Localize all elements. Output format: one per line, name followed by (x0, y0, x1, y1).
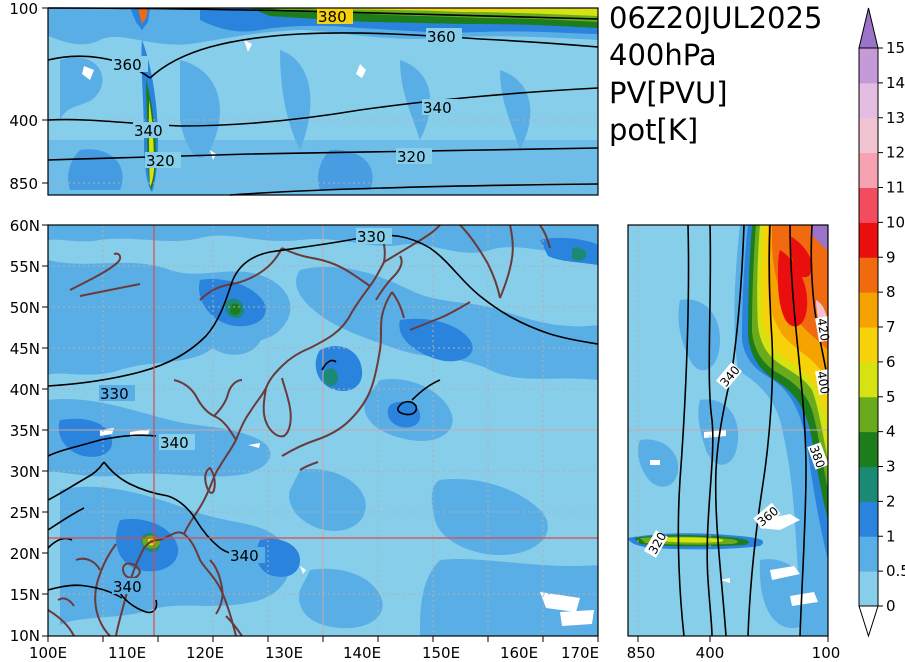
title-theta: pot[K] (609, 113, 699, 147)
lat-tick-label: 35N (10, 422, 40, 440)
lon-tick-label: 120E (186, 644, 224, 662)
colorbar-bin (859, 466, 878, 502)
colorbar-bin (859, 536, 878, 572)
contour-label: 360 (427, 28, 456, 46)
lat-tick-label: 10N (10, 627, 40, 645)
colorbar-bin (859, 501, 878, 537)
lon-tick-label: 170E (561, 644, 599, 662)
map-panel: 330 330 340 340 340 (10, 217, 599, 662)
lat-tick-label: 50N (10, 299, 40, 317)
contour-label: 380 (318, 8, 347, 26)
pressure-tick-label: 400 (696, 644, 725, 662)
lat-tick-label: 15N (10, 586, 40, 604)
colorbar-tick-label: 7 (886, 318, 896, 336)
lon-tick-label: 110E (108, 644, 146, 662)
colorbar-bin (859, 187, 878, 223)
contour-label: 320 (146, 152, 175, 170)
colorbar-tick-label: 0.5 (886, 562, 905, 580)
contour-label: 340 (113, 578, 142, 596)
colorbar-tick-label: 12 (886, 144, 905, 162)
y-tick-label: 100 (9, 0, 38, 18)
colorbar-bin (859, 222, 878, 258)
contour-label: 320 (397, 148, 426, 166)
contour-label: 340 (423, 99, 452, 117)
contour-label: 340 (134, 122, 163, 140)
colorbar-bin (859, 117, 878, 154)
crosshair (48, 225, 598, 636)
lat-tick-label: 55N (10, 258, 40, 276)
lat-tick-label: 30N (10, 463, 40, 481)
lon-tick-label: 130E (265, 644, 303, 662)
y-tick-label: 850 (9, 175, 38, 193)
y-tick-label: 400 (9, 112, 38, 130)
colorbar-bin (859, 361, 878, 398)
title-pv: PV[PVU] (609, 76, 728, 110)
colorbar-max-extension (858, 7, 879, 49)
lat-tick-label: 45N (10, 340, 40, 358)
colorbar-tick-label: 5 (886, 388, 896, 406)
lon-tick-label: 140E (343, 644, 381, 662)
title-datetime: 06Z20JUL2025 (609, 1, 823, 35)
colorbar-bin (859, 152, 878, 188)
pressure-tick-label: 100 (812, 644, 841, 662)
colorbar: 00.5123456789101112131415 (858, 7, 905, 638)
colorbar-tick-label: 6 (886, 353, 896, 371)
lon-tick-label: 160E (500, 644, 538, 662)
contour-label: 330 (100, 385, 129, 403)
contour-label: 340 (230, 547, 259, 565)
colorbar-tick-label: 1 (886, 527, 896, 545)
colorbar-tick-label: 0 (886, 597, 896, 615)
right-panel: 320 340 360 380 400 420 850 400 (627, 224, 841, 662)
lat-tick-label: 20N (10, 545, 40, 563)
colorbar-tick-label: 11 (886, 179, 905, 197)
lon-tick-label: 100E (29, 644, 67, 662)
colorbar-tick-label: 10 (886, 213, 905, 231)
colorbar-bin (859, 292, 878, 328)
colorbar-tick-label: 4 (886, 423, 896, 441)
colorbar-bin (859, 48, 878, 84)
top-panel: 380 360 360 340 340 320 320 10 (9, 0, 599, 196)
colorbar-tick-label: 2 (886, 492, 896, 510)
lon-tick-label: 150E (422, 644, 460, 662)
colorbar-bin (859, 571, 878, 607)
lat-tick-label: 40N (10, 381, 40, 399)
colorbar-tick-label: 15 (886, 39, 905, 57)
contour-label: 360 (113, 56, 142, 74)
colorbar-bin (859, 257, 878, 293)
colorbar-tick-label: 3 (886, 458, 896, 476)
colorbar-tick-label: 9 (886, 248, 896, 266)
contour-label: 340 (160, 434, 189, 452)
colorbar-min-extension (858, 605, 879, 638)
lat-tick-label: 25N (10, 504, 40, 522)
colorbar-tick-label: 14 (886, 74, 905, 92)
contour-label: 330 (357, 228, 386, 246)
colorbar-bin (859, 82, 878, 119)
colorbar-bin (859, 327, 878, 363)
pressure-tick-label: 850 (627, 644, 656, 662)
colorbar-tick-label: 8 (886, 283, 896, 301)
title-level: 400hPa (609, 38, 717, 72)
colorbar-bin (859, 396, 878, 433)
colorbar-bin (859, 431, 878, 467)
colorbar-tick-label: 13 (886, 109, 905, 127)
lat-tick-label: 60N (10, 217, 40, 235)
